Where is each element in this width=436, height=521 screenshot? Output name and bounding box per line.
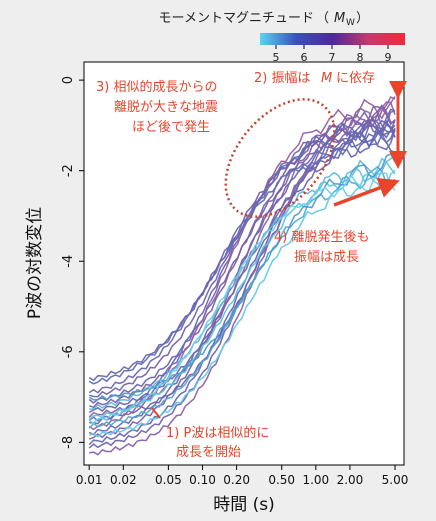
colorbar-symbol: M: [334, 11, 345, 26]
annotation-3-line-2: 離脱が大きな地震: [114, 100, 218, 115]
colorbar-bar: [260, 33, 405, 45]
series-line: [88, 123, 396, 436]
series-line: [88, 130, 396, 385]
x-tick-label: 0.10: [189, 473, 216, 487]
y-tick-label: -8: [61, 436, 76, 449]
x-tick-label: 0.02: [110, 473, 137, 487]
x-tick-label: 5.00: [382, 473, 409, 487]
x-tick-label: 0.01: [76, 473, 103, 487]
colorbar-tick-label: 7: [329, 51, 336, 64]
series-line: [88, 165, 396, 429]
series-line: [88, 125, 396, 446]
series-line: [88, 172, 396, 425]
series-line: [88, 169, 396, 438]
annotation-3-line-1: 3) 相似的成長からの: [96, 79, 217, 95]
x-tick-label: 0.05: [155, 473, 182, 487]
y-tick-label: -4: [61, 255, 76, 268]
x-axis: 0.01 0.02 0.05 0.10 0.20 0.50 1.00 2.00 5.00: [76, 465, 409, 487]
colorbar-paren-open: （: [316, 11, 329, 26]
colorbar: モーメントマグニチュード （ M W ） 5 6 7 8 9: [159, 11, 405, 64]
colorbar-tick-label: 8: [357, 51, 364, 64]
annotation-ellipse: [224, 98, 336, 218]
y-tick-label: -6: [61, 345, 76, 358]
x-tick-label: 2.00: [337, 473, 364, 487]
colorbar-tick-label: 6: [301, 51, 308, 64]
annotation-2-part-1: 2) 振幅は: [254, 71, 310, 86]
series-line: [88, 96, 396, 418]
series-layer: [88, 96, 396, 456]
series-line: [88, 117, 396, 382]
annotation-1-line-2: 成長を開始: [176, 445, 241, 460]
y-tick-label: 0: [61, 76, 76, 84]
annotation-2-part-2: に依存: [336, 71, 375, 86]
annotation-arrow-diagonal: [333, 177, 400, 207]
colorbar-tick-label: 9: [385, 51, 392, 64]
y-tick-label: -2: [61, 164, 76, 177]
annotation-4-line-2: 振幅は成長: [294, 250, 359, 265]
annotation-3-line-3: ほど後で発生: [132, 120, 210, 135]
y-axis-title: P波の対数変位: [25, 207, 45, 319]
series-line: [88, 104, 396, 440]
x-tick-label: 0.20: [223, 473, 250, 487]
annotation-dash-start: [151, 407, 161, 419]
annotation-1-line-1: 1) P波は相似的に: [166, 425, 269, 441]
colorbar-tick-label: 5: [273, 51, 280, 64]
y-axis: 0 -2 -4 -6 -8: [61, 76, 84, 449]
x-axis-title: 時間 (s): [213, 495, 275, 515]
colorbar-paren-close: ）: [356, 11, 369, 26]
annotation-2-symbol: M: [321, 71, 332, 86]
series-line: [88, 96, 396, 431]
annotation-4-line-1: 4) 離脱発生後も: [274, 230, 369, 245]
colorbar-title: モーメントマグニチュード: [159, 11, 314, 26]
annotations: 1) P波は相似的に 成長を開始 2) 振幅は M に依存 3) 相似的成長から…: [96, 71, 407, 460]
x-tick-label: 1.00: [302, 473, 329, 487]
x-tick-label: 0.50: [268, 473, 295, 487]
series-line: [89, 101, 396, 456]
colorbar-subscript: W: [346, 18, 355, 28]
